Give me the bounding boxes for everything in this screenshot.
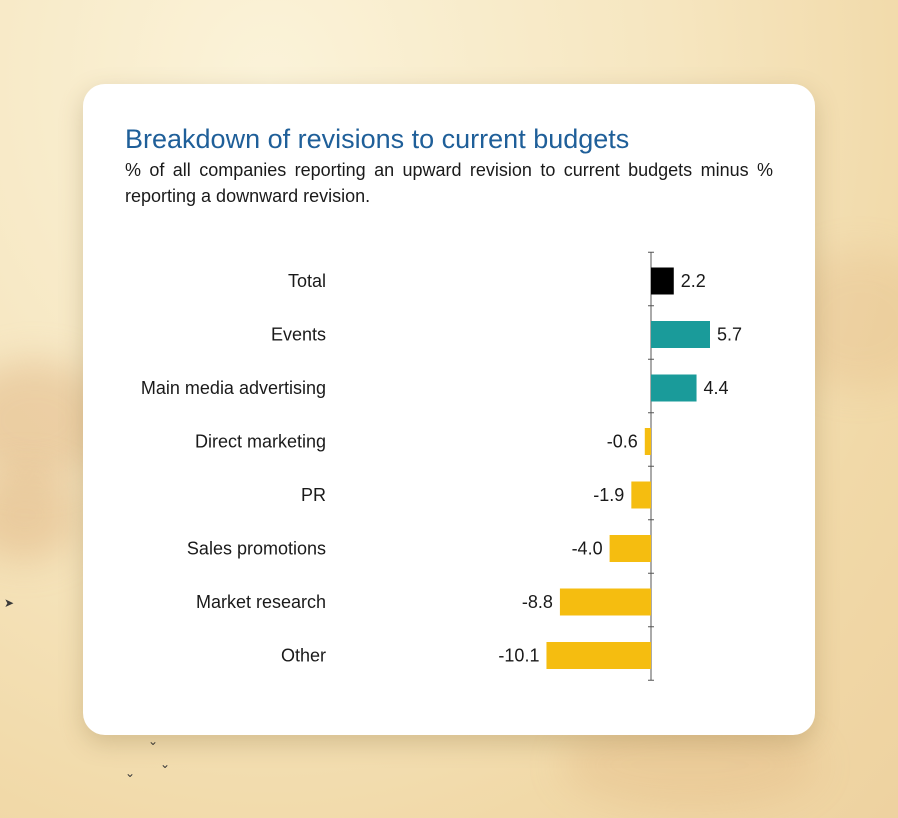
chart-subtitle: % of all companies reporting an upward r… <box>125 160 773 206</box>
category-label: Direct marketing <box>195 432 326 452</box>
bar-market-research <box>559 588 651 616</box>
bar-sales-promotions <box>609 535 651 562</box>
category-label: PR <box>301 485 326 505</box>
data-label: -0.6 <box>607 432 638 452</box>
bar-events <box>651 321 710 348</box>
bar-pr <box>631 481 651 509</box>
bar-direct-marketing <box>644 428 651 455</box>
bird-icon: ⌄ <box>125 766 136 780</box>
bar-total <box>651 267 674 295</box>
chart-title: Breakdown of revisions to current budget… <box>125 124 630 154</box>
background-cloud <box>560 720 820 810</box>
data-label: 4.4 <box>704 378 729 398</box>
data-label: 5.7 <box>717 325 742 345</box>
category-label: Market research <box>196 592 326 612</box>
data-label: 2.2 <box>681 271 706 291</box>
bird-icon: ⌄ <box>148 734 159 748</box>
bar-other <box>546 642 651 669</box>
bar-main-media-advertising <box>651 374 697 402</box>
data-label: -10.1 <box>498 646 539 666</box>
category-label: Sales promotions <box>187 539 326 559</box>
data-label: -1.9 <box>593 485 624 505</box>
category-label: Events <box>271 325 326 345</box>
category-label: Total <box>288 271 326 291</box>
bird-icon: ⌄ <box>160 757 171 771</box>
background-cloud <box>0 470 80 560</box>
bar-chart: Total 2.2 Events 5.7 Main media advertising 4… <box>141 251 742 681</box>
chart-card: Breakdown of revisions to current budget… <box>83 84 815 735</box>
data-label: -4.0 <box>572 539 603 559</box>
category-label: Main media advertising <box>141 378 326 398</box>
category-label: Other <box>281 646 326 666</box>
data-label: -8.8 <box>522 592 553 612</box>
bird-icon: ➤ <box>4 596 15 610</box>
